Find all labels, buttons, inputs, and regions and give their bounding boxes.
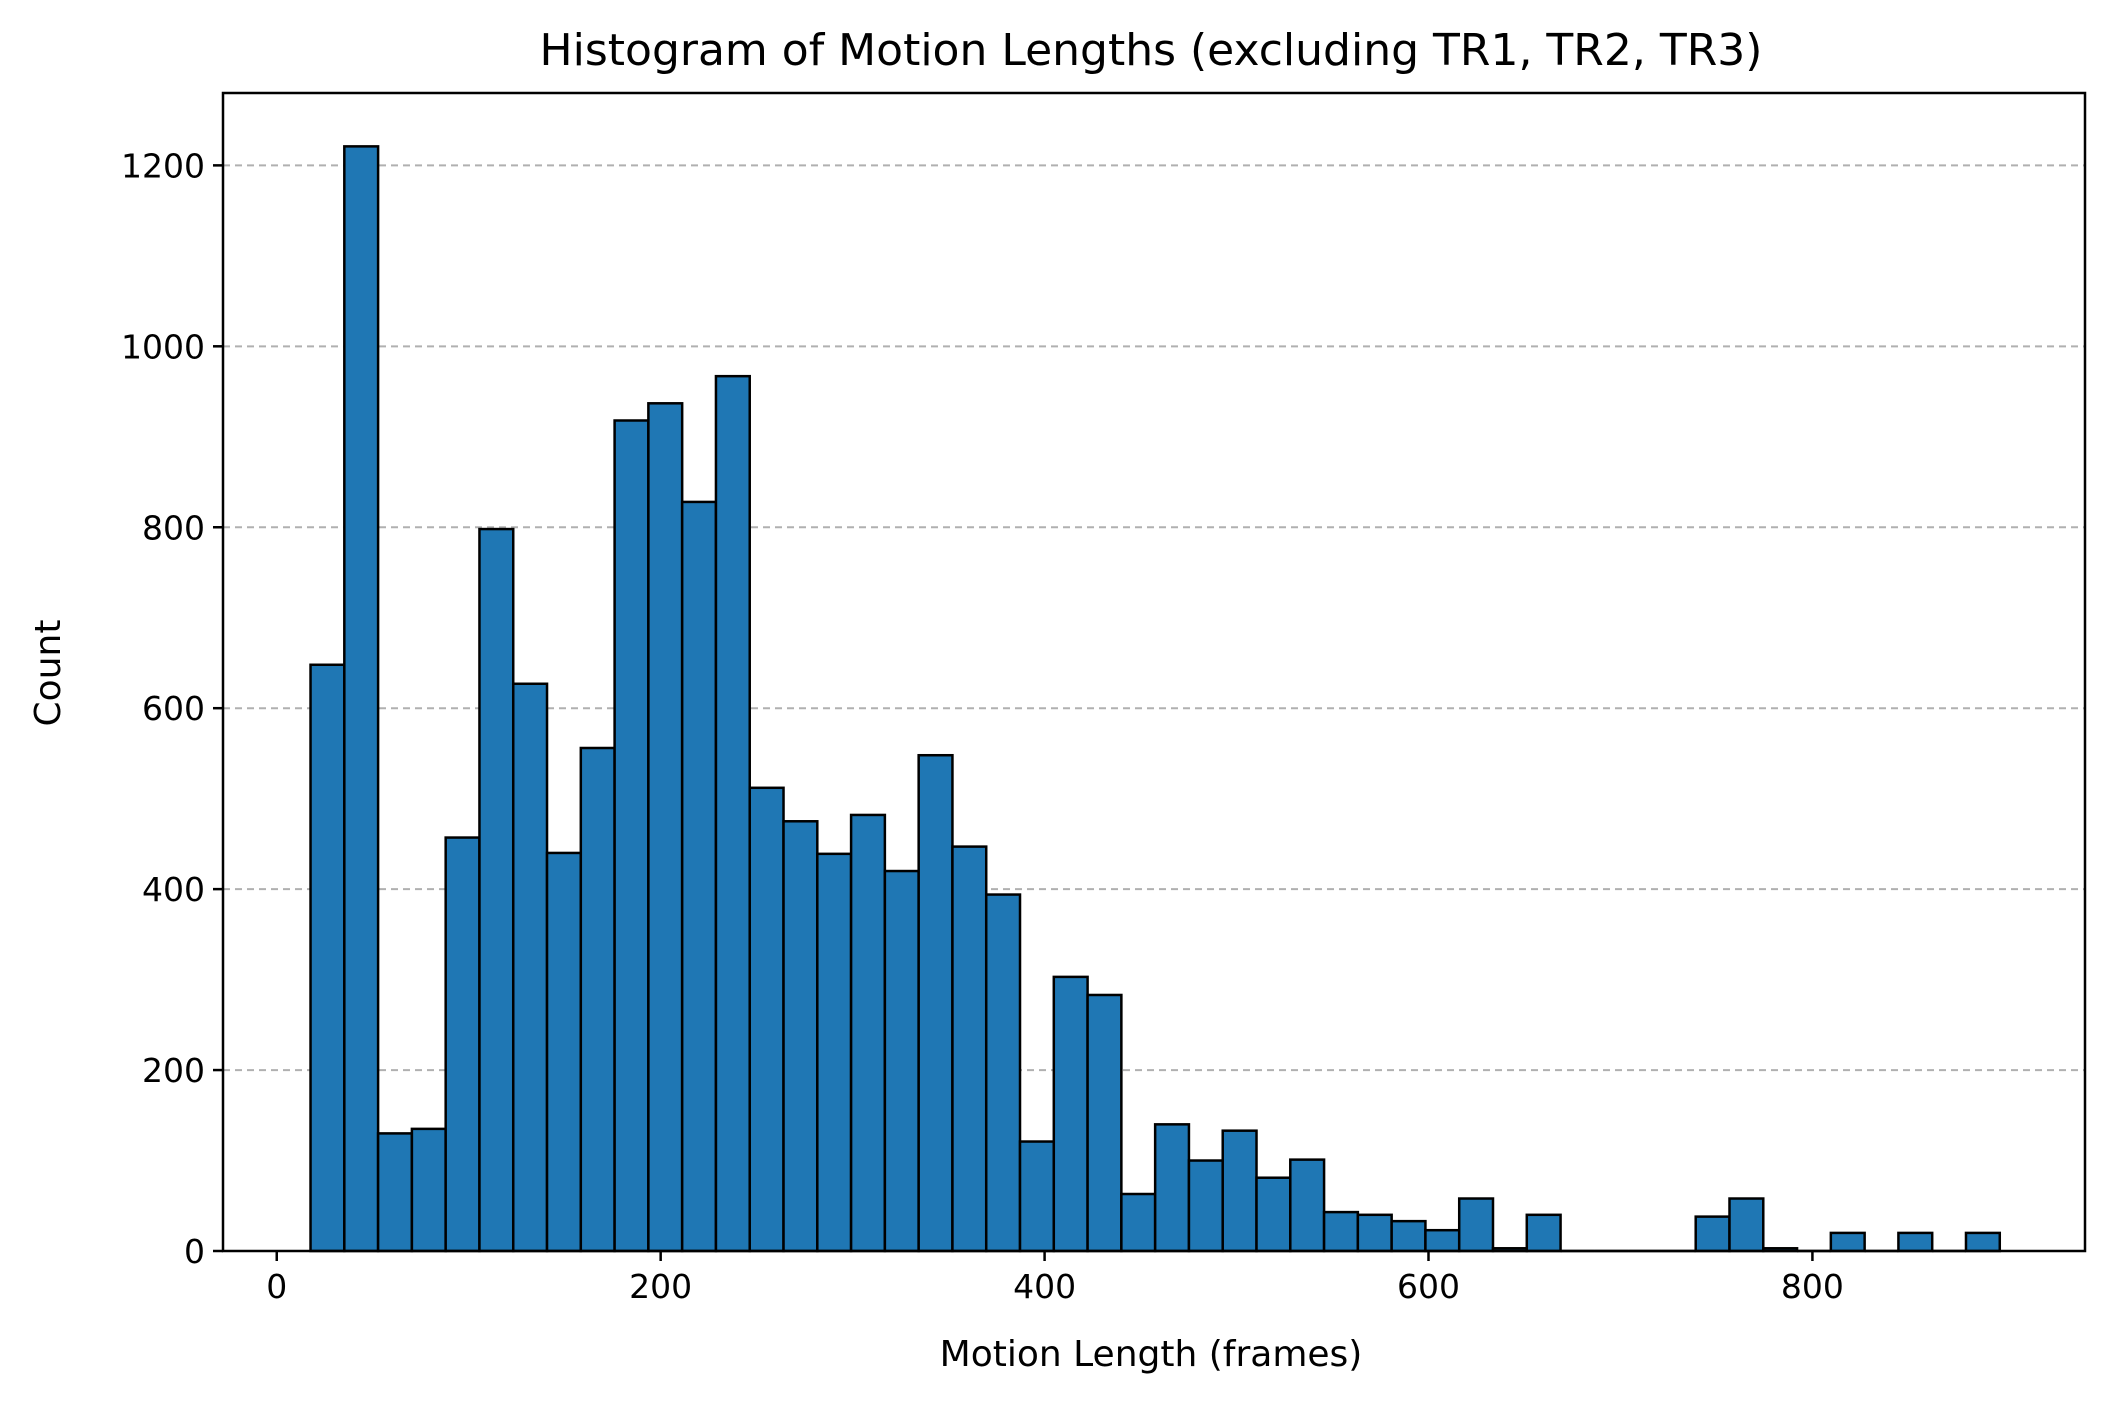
histogram-bar (1255, 1176, 1292, 1253)
x-tick-label: 800 (1781, 1267, 1844, 1306)
histogram-bar (1289, 1158, 1326, 1253)
histogram-bar (579, 746, 616, 1253)
y-tick-label: 400 (142, 870, 205, 909)
histogram-bar (1694, 1215, 1731, 1253)
histogram-bar (613, 419, 650, 1253)
histogram-bar (1153, 1123, 1191, 1253)
histogram-bar (1086, 993, 1123, 1253)
histogram-bar (714, 374, 751, 1253)
histogram-bar (376, 1132, 414, 1253)
x-axis-ticks: 0 200 400 600 800 (266, 1251, 1844, 1306)
histogram-bar (478, 527, 515, 1253)
x-tick-label: 600 (1397, 1267, 1460, 1306)
histogram-bar (647, 402, 684, 1253)
histogram-bar (410, 1127, 447, 1253)
histogram-bar (444, 836, 481, 1253)
plot-frame (221, 91, 2087, 1253)
histogram-bar (545, 851, 583, 1253)
y-tick-label: 1000 (121, 327, 205, 366)
histogram-bar (1187, 1159, 1224, 1253)
histogram-bar (680, 500, 718, 1253)
histogram-bar (1356, 1213, 1393, 1253)
histogram-bar (1829, 1231, 1866, 1253)
histogram-bar (1424, 1228, 1461, 1253)
histogram-bar (1221, 1129, 1258, 1253)
histogram-bar (343, 145, 380, 1253)
x-axis-label: Motion Length (frames) (940, 1334, 1363, 1375)
chart-title: Histogram of Motion Lengths (excluding T… (540, 25, 1763, 76)
x-tick-label: 400 (1013, 1267, 1076, 1306)
y-axis-label: Count (28, 620, 69, 727)
x-tick-label: 200 (629, 1267, 692, 1306)
histogram-bar (1964, 1231, 2002, 1253)
histogram-bar (883, 869, 920, 1253)
histogram-bar (1728, 1197, 1765, 1253)
y-tick-label: 600 (142, 689, 205, 728)
histogram-bar (816, 852, 853, 1253)
histogram-bar (309, 663, 346, 1253)
bars-group (309, 145, 2002, 1253)
histogram-bar (1120, 1192, 1157, 1253)
histogram-bar (1390, 1219, 1427, 1253)
y-tick-label: 800 (142, 508, 205, 547)
histogram-bar (511, 682, 549, 1253)
histogram-bar (748, 786, 785, 1253)
histogram-bar (1525, 1213, 1562, 1253)
histogram-bar (917, 753, 954, 1253)
grid-lines (223, 164, 2085, 1072)
histogram-bar (1322, 1210, 1360, 1253)
y-axis-ticks: 0 200 400 600 800 1000 1200 (121, 146, 223, 1271)
histogram-bar (1457, 1197, 1495, 1253)
y-tick-label: 0 (184, 1232, 205, 1271)
y-tick-label: 200 (142, 1051, 205, 1090)
histogram-bar (951, 845, 988, 1253)
histogram-bar (1897, 1231, 1934, 1253)
histogram-bar (984, 893, 1022, 1253)
histogram-bar (782, 820, 819, 1253)
histogram-bar (1052, 975, 1089, 1253)
histogram-bar (1018, 1140, 1056, 1253)
y-tick-label: 1200 (121, 146, 205, 185)
x-tick-label: 0 (266, 1267, 287, 1306)
histogram-bar (849, 813, 887, 1253)
